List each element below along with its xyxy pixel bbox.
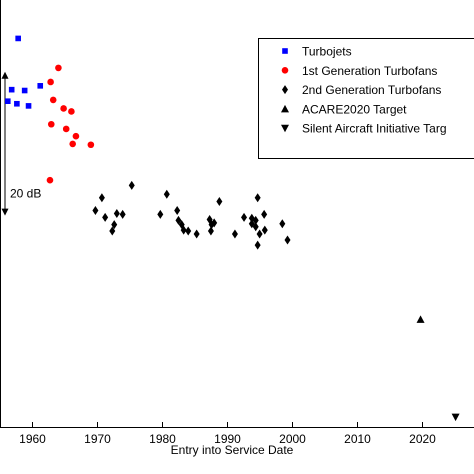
legend-marker-2 — [282, 85, 288, 95]
dB-annotation: 20 dB — [1, 71, 41, 216]
x-ticks — [32, 422, 423, 427]
data-point-square-1 — [4, 98, 11, 104]
data-point-triangle-down-0 — [451, 413, 460, 422]
legend-label-4: Silent Aircraft Initiative Targ — [302, 122, 447, 136]
data-point-diamond-13 — [180, 225, 187, 235]
data-point-diamond-2 — [92, 206, 99, 216]
data-point-circle-4 — [68, 108, 75, 115]
x-axis-title: Entry into Service Date — [171, 443, 294, 457]
data-point-diamond-3 — [102, 212, 109, 222]
data-point-diamond-24 — [252, 215, 259, 225]
legend-marker-0 — [282, 48, 288, 54]
data-point-diamond-25 — [261, 209, 268, 219]
data-point-diamond-20 — [207, 226, 214, 236]
data-point-diamond-14 — [185, 226, 192, 236]
data-point-square-0 — [15, 35, 21, 42]
x-tick-label-2010: 2010 — [344, 432, 371, 446]
data-point-diamond-0 — [98, 193, 105, 203]
data-point-diamond-19 — [211, 218, 218, 228]
axes-frame — [0, 0, 474, 428]
x-tick-label-2000: 2000 — [279, 432, 306, 446]
data-point-circle-9 — [87, 141, 95, 149]
data-point-diamond-15 — [193, 229, 200, 239]
x-tick-label-1960: 1960 — [19, 432, 46, 446]
x-tick-label-1980: 1980 — [149, 432, 176, 446]
data-point-diamond-6 — [111, 220, 118, 230]
data-point-diamond-22 — [241, 212, 248, 222]
series-0 — [4, 35, 44, 109]
legend-marker-4 — [281, 124, 289, 133]
legend-label-0: Turbojets — [302, 45, 352, 59]
data-point-circle-6 — [62, 125, 70, 133]
data-point-diamond-7 — [109, 226, 116, 236]
legend-items: Turbojets 1st Generation Turbofans 2nd Gen… — [281, 45, 447, 136]
legend-box — [258, 38, 474, 159]
data-point-diamond-29 — [231, 229, 238, 239]
data-point-diamond-11 — [175, 215, 182, 225]
data-point-diamond-1 — [128, 180, 135, 190]
data-point-circle-10 — [46, 176, 54, 184]
data-point-square-4 — [21, 87, 28, 94]
data-point-diamond-8 — [163, 189, 170, 199]
series-4 — [451, 413, 460, 422]
data-point-diamond-9 — [157, 209, 164, 219]
x-tick-label-1970: 1970 — [84, 432, 111, 446]
data-point-circle-0 — [47, 78, 54, 86]
data-point-square-5 — [25, 103, 32, 109]
data-point-diamond-32 — [284, 235, 291, 245]
data-point-diamond-28 — [261, 225, 268, 235]
data-point-diamond-31 — [279, 219, 286, 229]
x-tick-label-1990: 1990 — [214, 432, 241, 446]
data-point-diamond-33 — [254, 240, 261, 250]
series-1 — [46, 64, 95, 184]
legend-marker-3 — [281, 104, 289, 113]
annotation-arrowhead-top — [1, 71, 9, 79]
data-point-diamond-30 — [256, 229, 263, 239]
data-point-circle-2 — [49, 96, 57, 104]
data-point-circle-1 — [55, 64, 62, 72]
data-point-circle-3 — [60, 105, 67, 112]
data-point-square-6 — [37, 83, 44, 89]
data-point-triangle-up-0 — [416, 315, 425, 323]
data-point-circle-7 — [72, 132, 80, 140]
data-point-diamond-27 — [252, 222, 259, 232]
data-point-square-2 — [8, 86, 15, 93]
data-point-square-3 — [14, 100, 20, 107]
data-point-circle-5 — [47, 120, 55, 128]
data-point-circle-8 — [69, 140, 76, 148]
data-points — [4, 35, 460, 422]
x-tick-label-2020: 2020 — [409, 432, 436, 446]
legend-label-2: 2nd Generation Turbofans — [302, 83, 441, 97]
data-point-diamond-5 — [119, 209, 126, 219]
legend-label-3: ACARE2020 Target — [302, 102, 407, 116]
legend-label-1: 1st Generation Turbofans — [302, 64, 437, 78]
x-tick-labels: 1960 1970 1980 1990 2000 2010 2020 — [19, 432, 436, 446]
data-point-diamond-10 — [174, 206, 181, 216]
legend-marker-1 — [281, 67, 289, 74]
data-point-diamond-4 — [113, 209, 120, 218]
data-point-diamond-21 — [254, 193, 261, 203]
series-3 — [416, 315, 425, 323]
data-point-diamond-16 — [216, 197, 223, 207]
annotation-label: 20 dB — [10, 187, 41, 201]
annotation-arrowhead-bottom — [1, 208, 9, 216]
legend: Turbojets 1st Generation Turbofans 2nd Gen… — [258, 38, 474, 159]
series-2 — [92, 180, 291, 250]
